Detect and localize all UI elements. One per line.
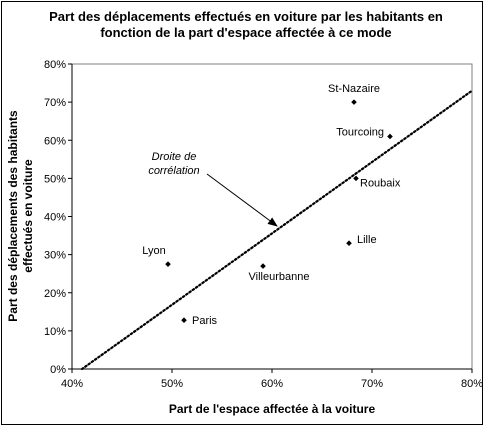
y-axis-ticks: 0% 10% 20% 30% 40% 50% 60% 70% 80%: [44, 59, 72, 376]
annotation-text-line-1: Droite de: [152, 151, 197, 163]
y-tick-label: 40%: [44, 212, 66, 224]
data-point-label: Roubaix: [360, 177, 401, 189]
data-point-marker: [181, 317, 187, 323]
x-tick-label: 50%: [161, 378, 183, 390]
correlation-annotation: Droite de corrélation: [148, 151, 278, 227]
y-tick-label: 0%: [50, 364, 66, 376]
correlation-line: [80, 89, 474, 371]
data-point-marker: [353, 175, 359, 182]
y-tick-label: 50%: [44, 173, 66, 185]
y-tick-label: 10%: [44, 326, 66, 338]
chart-title-line-2: fonction de la part d'espace affectée à …: [100, 25, 391, 40]
annotation-arrow: [206, 173, 278, 227]
plot-border: [71, 63, 473, 370]
annotation-text-line-2: corrélation: [148, 165, 199, 177]
data-point-marker: [260, 263, 266, 269]
data-point-label: Lyon: [142, 245, 165, 257]
data-point-marker: [351, 99, 357, 105]
data-point-label: Villeurbanne: [249, 271, 310, 283]
x-tick-label: 80%: [461, 378, 483, 390]
data-point-label: Paris: [192, 315, 218, 327]
data-point-marker: [165, 261, 171, 267]
data-point-label: Lille: [357, 234, 377, 246]
data-point-marker: [387, 133, 393, 140]
x-tick-label: 40%: [61, 378, 83, 390]
x-axis-title: Part de l'espace affectée à la voiture: [169, 402, 376, 416]
x-axis-ticks: 40% 50% 60% 70% 80%: [61, 369, 483, 390]
data-point-label: Tourcoing: [336, 126, 384, 138]
y-tick-label: 60%: [44, 135, 66, 147]
y-tick-label: 20%: [44, 288, 66, 300]
y-tick-label: 70%: [44, 97, 66, 109]
data-point-label: St-Nazaire: [328, 83, 380, 95]
y-tick-label: 80%: [44, 59, 66, 71]
data-point-marker: [346, 240, 352, 246]
y-axis-title-line-1: Part des déplacements des habitants: [6, 110, 20, 322]
x-tick-label: 70%: [361, 378, 383, 390]
y-axis-title-line-2: effectués en voiture: [21, 159, 35, 273]
plot-area: [71, 63, 473, 370]
correlation-trendline: [80, 89, 474, 371]
y-tick-label: 30%: [44, 250, 66, 262]
x-tick-label: 60%: [261, 378, 283, 390]
chart-title-line-1: Part des déplacements effectués en voitu…: [49, 9, 443, 24]
data-points: St-Nazaire Tourcoing Roubaix Lille Lyon Ville…: [142, 83, 401, 327]
